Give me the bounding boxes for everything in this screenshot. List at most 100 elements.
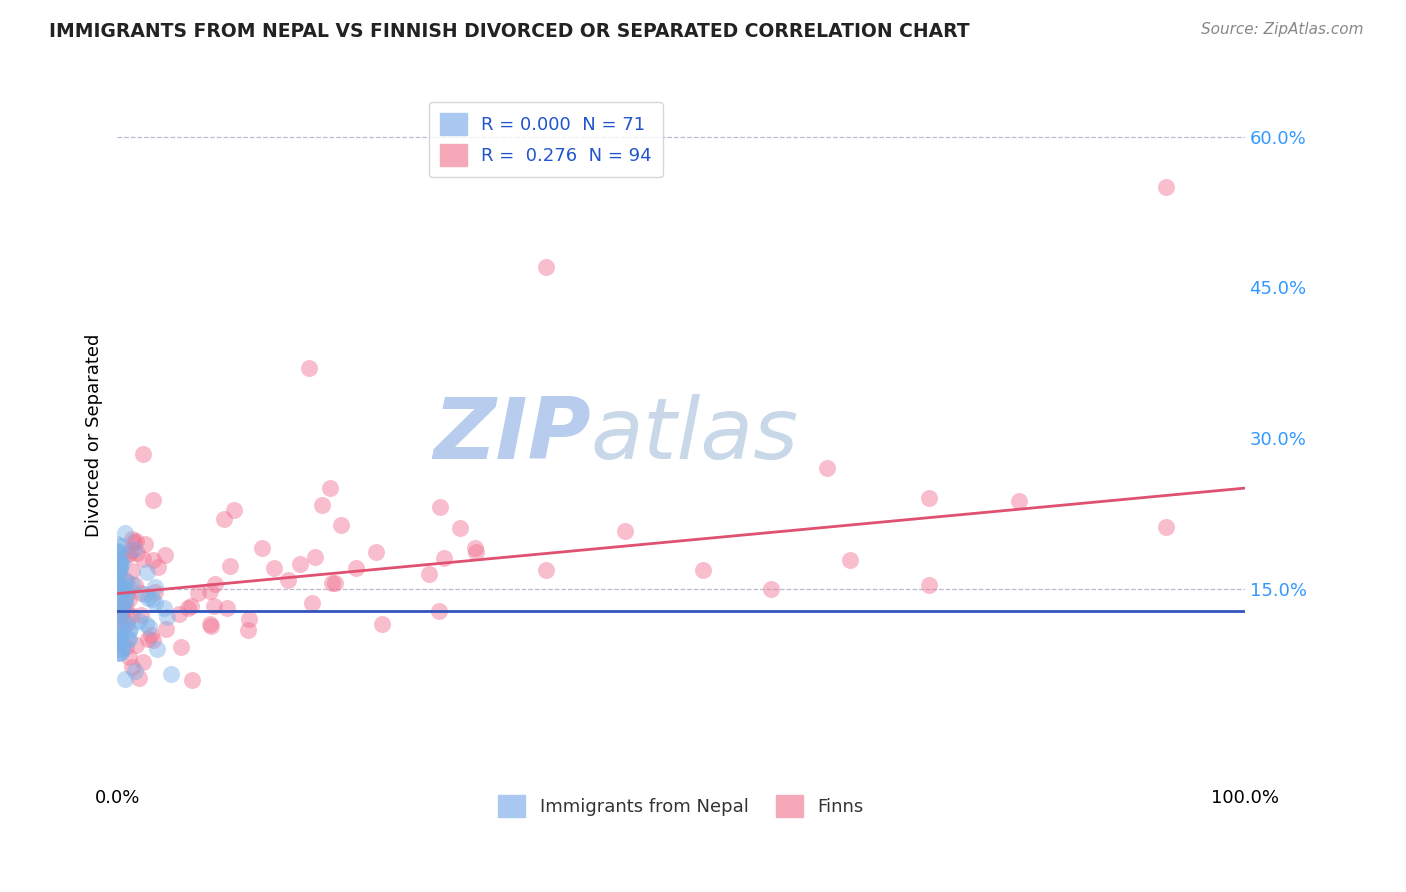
Point [121, 564, 143, 578]
Point [325, 576, 347, 591]
Point [121, 608, 143, 623]
Point [918, 491, 941, 505]
Point [118, 622, 141, 636]
Point [110, 615, 132, 629]
Point [187, 586, 209, 600]
Point [148, 560, 170, 574]
Point [127, 545, 149, 559]
Point [110, 599, 132, 613]
Point [108, 562, 131, 576]
Text: IMMIGRANTS FROM NEPAL VS FINNISH DIVORCED OR SEPARATED CORRELATION CHART: IMMIGRANTS FROM NEPAL VS FINNISH DIVORCE… [49, 22, 970, 41]
Point [142, 552, 165, 566]
Point [236, 623, 259, 637]
Point [118, 581, 141, 595]
Point [115, 574, 138, 588]
Point [108, 617, 131, 632]
Point [301, 596, 323, 610]
Point [238, 612, 260, 626]
Point [136, 632, 159, 646]
Point [534, 563, 557, 577]
Point [110, 555, 132, 569]
Point [114, 602, 136, 616]
Point [118, 548, 141, 562]
Point [156, 610, 179, 624]
Point [117, 587, 139, 601]
Point [117, 632, 139, 647]
Point [1154, 179, 1177, 194]
Point [136, 565, 159, 579]
Point [111, 620, 134, 634]
Point [121, 660, 143, 674]
Point [114, 672, 136, 686]
Point [111, 600, 134, 615]
Point [120, 543, 142, 558]
Point [134, 537, 156, 551]
Point [200, 617, 222, 632]
Point [132, 552, 155, 566]
Y-axis label: Divorced or Separated: Divorced or Separated [86, 334, 103, 537]
Point [108, 581, 131, 595]
Point [263, 560, 285, 574]
Point [122, 542, 145, 557]
Point [107, 607, 129, 621]
Point [304, 549, 326, 564]
Point [107, 564, 129, 578]
Point [146, 641, 169, 656]
Point [169, 640, 191, 654]
Point [107, 564, 129, 578]
Point [370, 617, 392, 632]
Point [167, 607, 190, 622]
Point [1008, 493, 1031, 508]
Point [107, 545, 129, 559]
Point [217, 601, 239, 615]
Point [202, 599, 225, 613]
Point [534, 260, 557, 275]
Point [1154, 519, 1177, 533]
Point [110, 642, 132, 657]
Point [107, 607, 129, 621]
Point [115, 640, 138, 654]
Point [319, 481, 342, 495]
Point [449, 521, 471, 535]
Point [128, 614, 150, 628]
Point [134, 587, 156, 601]
Point [110, 539, 132, 553]
Point [613, 524, 636, 538]
Point [110, 598, 132, 612]
Point [141, 592, 163, 607]
Point [114, 526, 136, 541]
Point [107, 545, 129, 559]
Point [153, 548, 176, 562]
Point [108, 553, 131, 567]
Point [129, 607, 152, 622]
Point [321, 575, 343, 590]
Point [344, 561, 367, 575]
Point [107, 543, 129, 558]
Point [122, 535, 145, 549]
Point [142, 493, 165, 508]
Point [107, 564, 129, 578]
Point [107, 574, 129, 589]
Point [112, 578, 135, 592]
Point [142, 632, 165, 647]
Point [128, 671, 150, 685]
Point [125, 639, 148, 653]
Point [111, 583, 134, 598]
Point [131, 655, 153, 669]
Point [107, 633, 129, 648]
Point [107, 626, 129, 640]
Point [107, 635, 129, 649]
Point [115, 617, 138, 632]
Point [114, 592, 136, 607]
Point [277, 573, 299, 587]
Point [107, 576, 129, 591]
Point [464, 541, 486, 556]
Point [692, 563, 714, 577]
Point [112, 641, 135, 656]
Point [288, 558, 311, 572]
Text: Source: ZipAtlas.com: Source: ZipAtlas.com [1201, 22, 1364, 37]
Point [110, 607, 132, 621]
Point [180, 599, 202, 613]
Point [108, 631, 131, 645]
Point [432, 551, 454, 566]
